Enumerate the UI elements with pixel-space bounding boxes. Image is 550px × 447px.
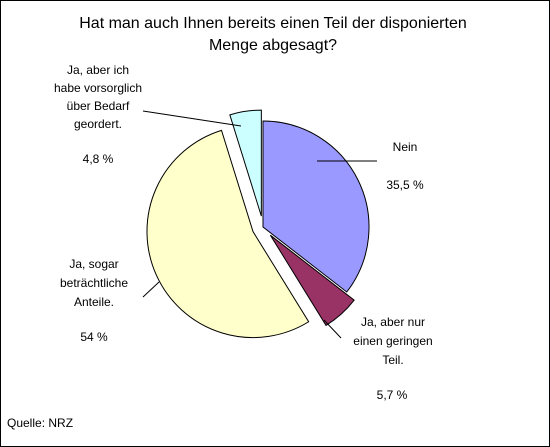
slice-label-geringer-teil-1: Ja, aber nur <box>361 315 425 329</box>
source-note: Quelle: NRZ <box>7 416 73 430</box>
chart-title-line-2: Menge abgesagt? <box>209 37 337 54</box>
slice-label-vorsorglich-1: Ja, aber ich <box>67 63 129 77</box>
slice-value-geringer-teil: 5,7 % <box>377 388 408 402</box>
leader-line-vorsorglich <box>142 110 242 127</box>
pie-slice-betraechtlich <box>146 129 310 339</box>
slice-label-nein: Nein <box>393 140 418 154</box>
slice-label-betraechtlich-3: Anteile. <box>74 295 114 309</box>
slice-label-vorsorglich-2: habe vorsorglich <box>54 81 142 95</box>
slice-label-betraechtlich-1: Ja, sogar <box>69 257 118 271</box>
slice-label-geringer-teil-3: Teil. <box>382 353 403 367</box>
slice-value-nein: 35,5 % <box>386 178 424 192</box>
pie-slice-nein <box>262 120 370 293</box>
pie-slice-vorsorglich <box>229 109 262 217</box>
leader-line-betraechtlich <box>142 281 160 298</box>
slice-value-betraechtlich: 54 % <box>80 330 108 344</box>
slice-value-vorsorglich: 4,8 % <box>83 152 114 166</box>
slice-label-geringer-teil-2: einen geringen <box>353 334 432 348</box>
pie-slice-geringer-teil <box>269 234 355 327</box>
chart-title-line-1: Hat man auch Ihnen bereits einen Teil de… <box>79 15 467 32</box>
slice-label-vorsorglich-3: über Bedarf <box>67 99 130 113</box>
pie-slices <box>146 109 370 339</box>
leader-line-geringer-teil <box>323 319 342 339</box>
slice-label-betraechtlich-2: beträchtliche <box>60 276 128 290</box>
slice-label-vorsorglich-4: geordert. <box>74 117 122 131</box>
